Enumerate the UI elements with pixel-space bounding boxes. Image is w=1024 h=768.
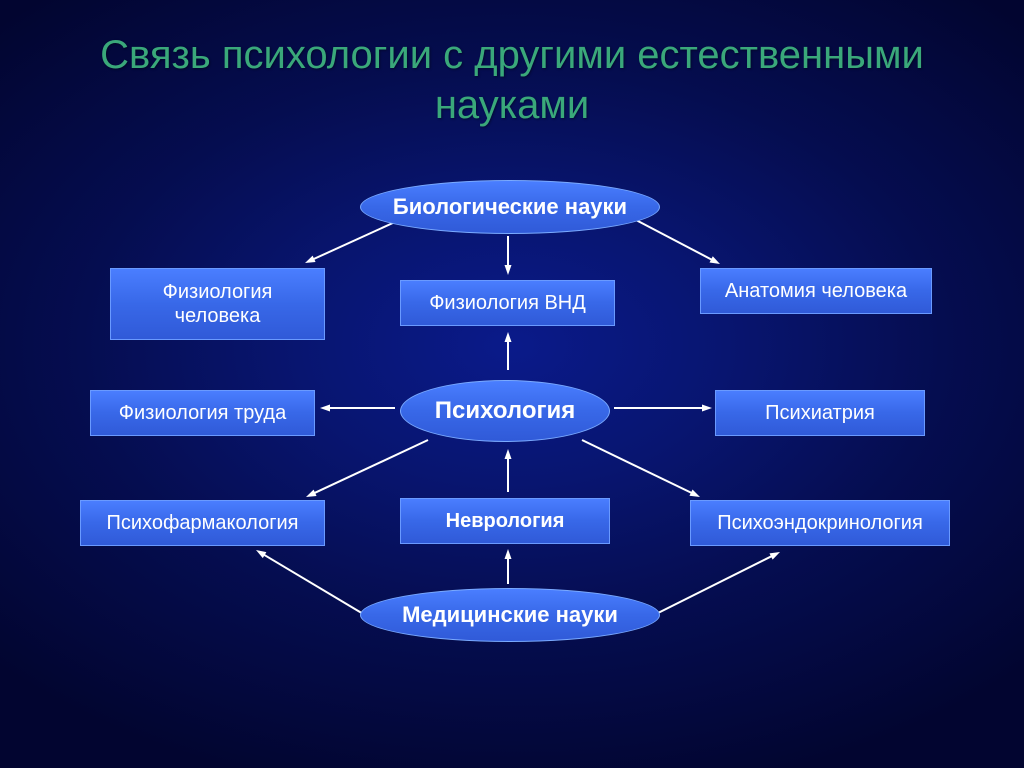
node-medical: Медицинские науки <box>360 588 660 642</box>
node-phys_labor: Физиология труда <box>90 390 315 436</box>
arrow-head-10 <box>256 550 266 558</box>
arrow-line-2 <box>636 220 715 261</box>
arrow-head-9 <box>505 549 512 559</box>
arrow-head-8 <box>505 449 512 459</box>
arrow-head-3 <box>505 332 512 342</box>
arrow-head-2 <box>710 256 720 264</box>
node-neuro: Неврология <box>400 498 610 544</box>
arrow-head-7 <box>689 489 700 497</box>
slide-title: Связь психологии с другими естественными… <box>0 30 1024 130</box>
arrow-line-0 <box>310 222 395 261</box>
slide: Связь психологии с другими естественными… <box>0 0 1024 768</box>
node-psychiatry: Психиатрия <box>715 390 925 436</box>
arrow-head-11 <box>769 552 780 560</box>
arrow-head-0 <box>305 256 316 263</box>
arrow-line-7 <box>582 440 695 494</box>
arrow-head-5 <box>702 405 712 412</box>
arrow-head-6 <box>306 490 317 497</box>
node-bio: Биологические науки <box>360 180 660 234</box>
node-phys_human: Физиология человека <box>110 268 325 340</box>
arrow-head-4 <box>320 405 330 412</box>
arrow-head-1 <box>505 265 512 275</box>
node-psychopharm: Психофармакология <box>80 500 325 546</box>
node-psych: Психология <box>400 380 610 442</box>
arrow-line-10 <box>261 553 370 618</box>
node-phys_vnd: Физиология ВНД <box>400 280 615 326</box>
node-anatomy: Анатомия человека <box>700 268 932 314</box>
node-psychoendo: Психоэндокринология <box>690 500 950 546</box>
arrow-line-6 <box>311 440 428 494</box>
arrow-line-11 <box>644 555 775 620</box>
